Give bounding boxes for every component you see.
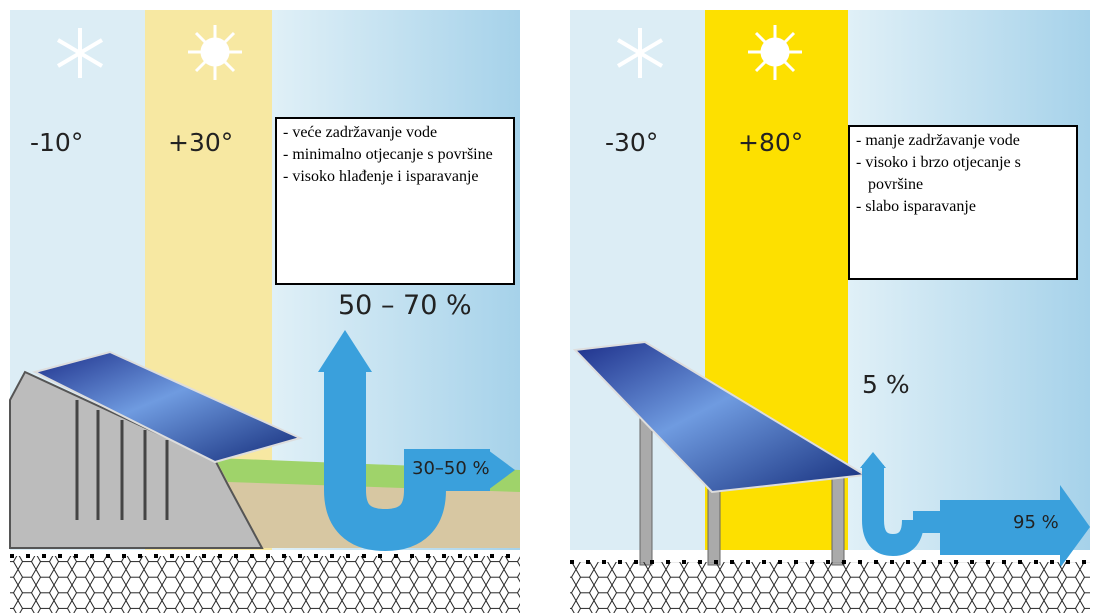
ground	[570, 562, 1090, 613]
notes: - veće zadržavanje vode - minimalno otje…	[275, 117, 515, 285]
sun	[748, 25, 802, 80]
note: - visoko hlađenje i isparavanje	[283, 168, 479, 185]
support	[9, 370, 264, 549]
cold-band	[570, 10, 705, 550]
ground	[10, 556, 520, 613]
support-lines	[75, 400, 169, 520]
legs	[639, 399, 845, 566]
arrow-head	[488, 450, 515, 490]
runoff-share: 30–50 %	[412, 458, 490, 479]
arrow-head	[1060, 485, 1090, 568]
arrow-head	[318, 330, 372, 372]
note: - slabo isparavanje	[856, 198, 976, 215]
notes: - manje zadržavanje vode - visoko i brzo…	[848, 125, 1078, 280]
note: - manje zadržavanje vode	[856, 132, 1020, 149]
sky-band	[848, 10, 1090, 550]
cold-temp: -10°	[30, 128, 84, 157]
note: - veće zadržavanje vode	[283, 124, 438, 141]
hot-temp: +30°	[168, 128, 234, 157]
evaporation-share: 50 – 70 %	[338, 290, 472, 321]
snowflake	[56, 28, 104, 78]
note: - visoko i brzo otjecanje s površine	[856, 154, 1021, 193]
runoff-block	[940, 500, 1060, 555]
arrow-head	[860, 452, 886, 468]
water-arrow	[324, 370, 490, 552]
snowflake	[616, 28, 664, 78]
note: - minimalno otjecanje s površine	[283, 146, 493, 163]
evaporation-share: 5 %	[862, 370, 910, 399]
sun	[188, 25, 242, 80]
water-arrow	[862, 465, 1060, 557]
hot-temp: +80°	[738, 128, 804, 157]
runoff-share: 95 %	[1013, 512, 1059, 533]
cold-temp: -30°	[605, 128, 659, 157]
solar-panel	[32, 350, 303, 464]
